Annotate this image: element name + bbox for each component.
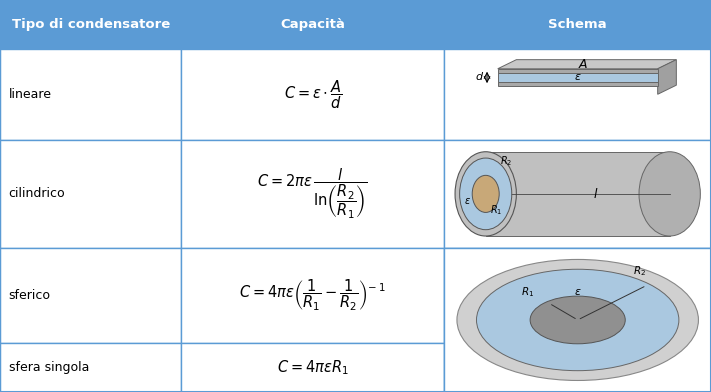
Text: cilindrico: cilindrico <box>9 187 65 200</box>
Text: $C = 4\pi\varepsilon\left(\dfrac{1}{R_1} - \dfrac{1}{R_2}\right)^{\!-1}$: $C = 4\pi\varepsilon\left(\dfrac{1}{R_1}… <box>240 278 386 313</box>
Bar <box>181 248 444 343</box>
Text: sfera singola: sfera singola <box>9 361 89 374</box>
Ellipse shape <box>530 296 625 344</box>
Bar <box>0 49 181 140</box>
Bar <box>181 0 444 49</box>
Ellipse shape <box>476 269 679 371</box>
Ellipse shape <box>459 158 512 230</box>
Text: $l$: $l$ <box>594 187 599 201</box>
Bar <box>0 140 181 248</box>
Text: $C = 4\pi\varepsilon R_1$: $C = 4\pi\varepsilon R_1$ <box>277 358 349 377</box>
Bar <box>181 343 444 392</box>
Text: sferico: sferico <box>9 289 50 302</box>
Bar <box>444 0 711 49</box>
Text: d: d <box>476 73 483 82</box>
Bar <box>0 343 181 392</box>
Text: $R_2$: $R_2$ <box>500 154 513 168</box>
Bar <box>0 0 181 49</box>
Polygon shape <box>498 69 658 73</box>
Text: $\varepsilon$: $\varepsilon$ <box>464 196 471 206</box>
Bar <box>444 343 711 392</box>
Polygon shape <box>498 73 658 82</box>
Polygon shape <box>486 152 670 236</box>
Text: $C = 2\pi\varepsilon\,\dfrac{l}{\ln\!\left(\dfrac{R_2}{R_1}\right)}$: $C = 2\pi\varepsilon\,\dfrac{l}{\ln\!\le… <box>257 167 368 221</box>
Text: Capacità: Capacità <box>280 18 346 31</box>
Text: A: A <box>579 58 587 71</box>
Bar <box>0 248 181 343</box>
Text: $R_1$: $R_1$ <box>490 203 502 217</box>
Bar <box>444 49 711 140</box>
Bar <box>444 140 711 248</box>
Bar <box>444 248 711 343</box>
Ellipse shape <box>455 152 516 236</box>
Text: Tipo di condensatore: Tipo di condensatore <box>11 18 170 31</box>
Text: $\varepsilon$: $\varepsilon$ <box>574 287 582 297</box>
Text: $R_2$: $R_2$ <box>634 265 646 278</box>
Polygon shape <box>658 60 676 94</box>
Ellipse shape <box>639 152 700 236</box>
Bar <box>181 140 444 248</box>
Text: $C = \varepsilon \cdot \dfrac{A}{d}$: $C = \varepsilon \cdot \dfrac{A}{d}$ <box>284 78 342 111</box>
Text: $\varepsilon$: $\varepsilon$ <box>574 73 582 82</box>
Text: Schema: Schema <box>548 18 607 31</box>
Text: lineare: lineare <box>9 88 51 101</box>
Polygon shape <box>498 60 676 69</box>
Ellipse shape <box>457 260 698 381</box>
Ellipse shape <box>472 175 499 212</box>
Bar <box>444 248 711 392</box>
Bar <box>181 49 444 140</box>
Polygon shape <box>498 82 658 86</box>
Text: $R_1$: $R_1$ <box>520 285 534 298</box>
